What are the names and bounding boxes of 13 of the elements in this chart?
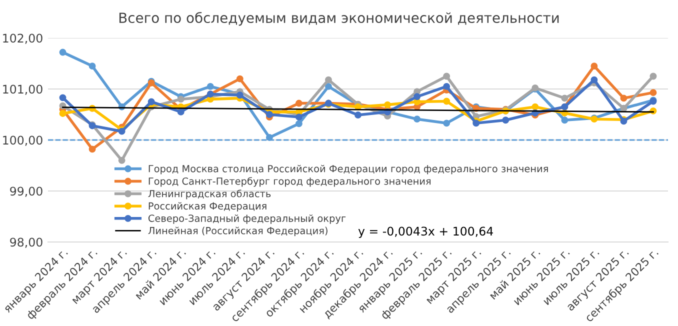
legend-label: Город Санкт-Петербург город федерального значения xyxy=(148,177,431,187)
legend-label: Линейная (Российская Федерация) xyxy=(148,226,328,236)
legend-label: Город Москва столица Российской Федерации город федерального значения xyxy=(148,164,548,174)
y-tick-label: 101,00 xyxy=(3,84,42,95)
annotation: y = -0,0043x + 100,64 xyxy=(358,226,493,238)
legend-label: Ленинградская область xyxy=(148,190,271,200)
y-tick-label: 100,00 xyxy=(3,136,42,146)
legend-label: Северо-Западный федеральный округ xyxy=(148,214,346,224)
legend-label: Российская Федерация xyxy=(148,202,266,212)
y-tick-label: 98,00 xyxy=(10,238,42,248)
y-tick-label: 99,00 xyxy=(10,186,42,197)
y-tick-label: 102,00 xyxy=(3,34,42,44)
chart-title: Всего по обследуемым видам экономической деятельности xyxy=(119,12,559,26)
